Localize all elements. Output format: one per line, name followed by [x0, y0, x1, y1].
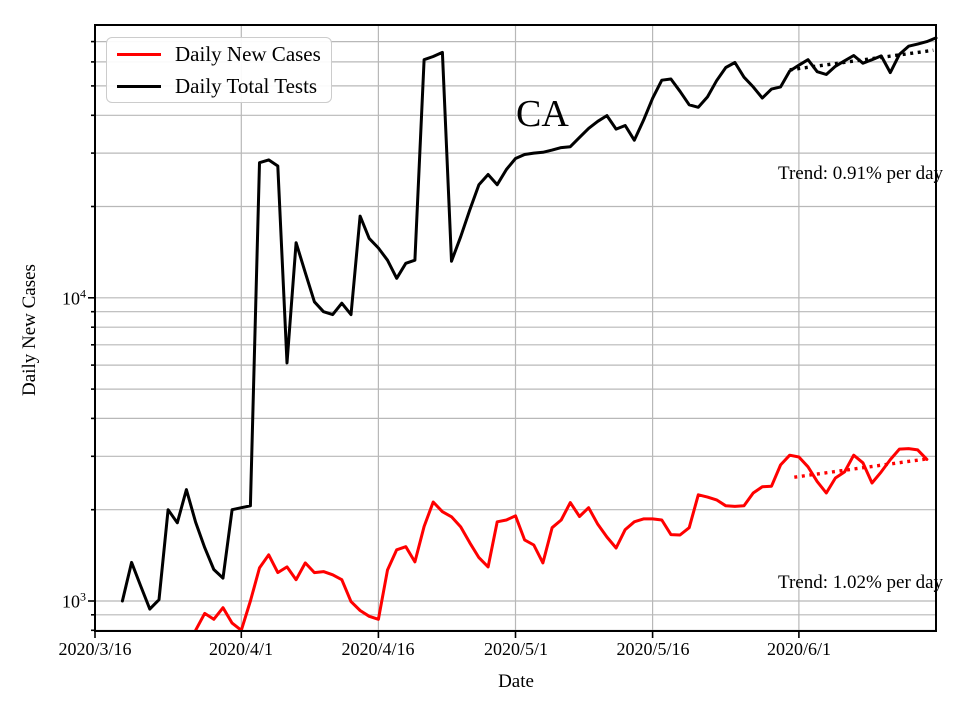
legend-entry-daily-new-cases: Daily New Cases: [117, 42, 331, 67]
x-tick-label: 2020/3/16: [58, 639, 132, 659]
trend-annotation-tests: Trend: 0.91% per day: [778, 163, 943, 184]
legend-line-red-icon: [117, 52, 161, 56]
legend-label: Daily New Cases: [175, 41, 321, 66]
x-axis-label: Date: [498, 671, 534, 692]
state-annotation: CA: [516, 93, 569, 135]
legend-entry-daily-total-tests: Daily Total Tests: [117, 74, 331, 99]
x-tick-label: 2020/5/1: [483, 639, 549, 659]
y-tick-label-10e4: 104: [62, 286, 86, 309]
legend-label: Daily Total Tests: [175, 73, 318, 98]
y-axis-label: Daily New Cases: [19, 264, 40, 396]
x-tick-label: 2020/4/1: [208, 639, 274, 659]
trend-annotation-cases: Trend: 1.02% per day: [778, 572, 943, 593]
x-tick-label: 2020/5/16: [616, 639, 690, 659]
legend-line-black-icon: [117, 84, 161, 88]
x-tick-label: 2020/6/1: [766, 639, 832, 659]
y-tick-label-10e3: 103: [62, 589, 86, 612]
x-tick-label: 2020/4/16: [341, 639, 415, 659]
legend: Daily New Cases Daily Total Tests: [106, 37, 332, 103]
